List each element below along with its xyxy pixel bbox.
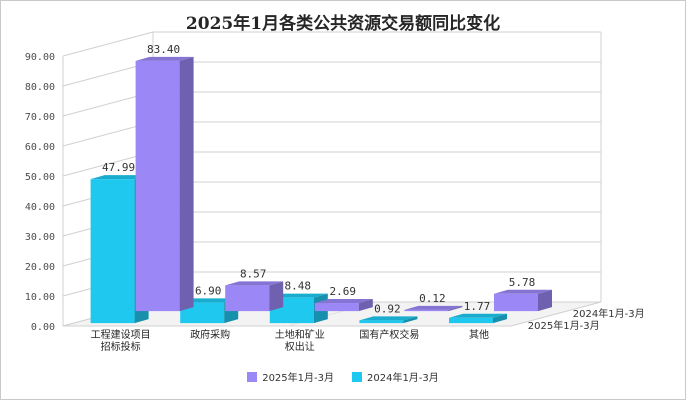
legend-swatch-2025	[247, 371, 258, 382]
bar-value-label-s0-c1: 8.57	[240, 267, 267, 280]
bar-top-s1-c0	[90, 175, 149, 180]
bar-value-label-s1-c1: 6.90	[195, 284, 222, 297]
y-tick-label: 80.00	[25, 82, 55, 93]
bar-front-s1-c4	[449, 317, 493, 324]
bar-value-label-s1-c3: 0.92	[374, 302, 401, 315]
bar-value-label-s0-c2: 2.69	[330, 285, 357, 298]
legend-swatch-2024	[352, 371, 362, 382]
y-tick-label: 50.00	[25, 172, 55, 183]
bar-top-s0-c0	[135, 56, 194, 61]
bar-side-s0-c3	[448, 305, 463, 312]
bar-top-s1-c4	[449, 313, 507, 318]
bar-front-s0-c2	[314, 303, 359, 312]
category-label: 其他	[469, 328, 489, 341]
bar-front-s1-c0	[90, 179, 135, 324]
y-tick-label: 90.00	[25, 52, 55, 63]
bar-front-s1-c3	[359, 320, 404, 324]
bar-side-s0-c1	[269, 281, 284, 312]
y-tick-label: 70.00	[25, 112, 55, 123]
legend-label-2024: 2024年1月-3月	[367, 373, 439, 384]
bar-top-s1-c1	[180, 298, 239, 303]
bar-value-label-s1-c4: 1.77	[464, 300, 491, 313]
category-label: 工程建设项目	[91, 328, 151, 341]
bar-top-s0-c4	[494, 289, 552, 294]
bar-front-s0-c3	[404, 309, 449, 312]
category-label: 土地和矿业	[275, 328, 325, 341]
bar-top-s0-c2	[314, 299, 373, 304]
bar-front-s0-c1	[225, 285, 270, 312]
category-label: 国有产权交易	[359, 328, 419, 341]
depth-label-back: 2024年1月-3月	[573, 307, 645, 320]
depth-label-front: 2025年1月-3月	[528, 319, 600, 332]
bar-side-s0-c2	[358, 299, 373, 312]
bar-value-label-s0-c3: 0.12	[419, 292, 446, 305]
category-label: 政府采购	[190, 328, 230, 341]
y-tick-label: 10.00	[25, 292, 55, 303]
bar-top-s1-c2	[269, 293, 328, 298]
bar-value-label-s0-c4: 5.78	[509, 276, 536, 289]
bar-side-s0-c0	[179, 56, 194, 312]
bar-front-s0-c0	[135, 60, 180, 312]
y-tick-label: 20.00	[25, 262, 55, 273]
bar-front-s0-c4	[494, 293, 538, 312]
chart-title: 2025年1月各类公共资源交易额同比变化	[185, 14, 501, 34]
bar-top-s0-c3	[404, 305, 463, 310]
bar-value-label-s0-c0: 83.40	[147, 43, 180, 56]
bar-side-s0-c4	[538, 289, 552, 312]
legend-item-2025[interactable]: 2025年1月-3月	[247, 369, 334, 384]
bar-top-s1-c3	[359, 316, 418, 321]
bar-side-s1-c4	[493, 313, 507, 324]
y-tick-label: 0.00	[31, 322, 55, 333]
grid-line-left	[62, 31, 154, 57]
legend-label-2025: 2025年1月-3月	[262, 373, 334, 384]
legend-item-2024[interactable]: 2024年1月-3月	[352, 369, 439, 384]
y-tick-label: 60.00	[25, 142, 55, 153]
bar-value-label-s1-c2: 8.48	[285, 280, 312, 293]
category-label: 权出让	[285, 340, 315, 353]
category-label: 招标投标	[101, 340, 141, 353]
bar-side-s1-c3	[403, 316, 418, 324]
legend: 2025年1月-3月 2024年1月-3月	[1, 369, 685, 384]
bar-value-label-s1-c0: 47.99	[102, 161, 135, 174]
bar-top-s0-c1	[225, 281, 284, 286]
y-tick-label: 30.00	[25, 232, 55, 243]
y-tick-label: 40.00	[25, 202, 55, 213]
